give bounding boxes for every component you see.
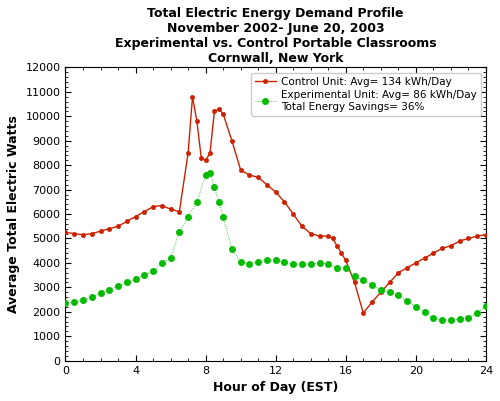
Control Unit: Avg= 134 kWh/Day: (3, 5.5e+03): Avg= 134 kWh/Day: (3, 5.5e+03) <box>115 224 121 229</box>
Line: Control Unit: Avg= 134 kWh/Day: Control Unit: Avg= 134 kWh/Day <box>64 95 488 315</box>
Control Unit: Avg= 134 kWh/Day: (5, 6.3e+03): Avg= 134 kWh/Day: (5, 6.3e+03) <box>150 205 156 209</box>
Control Unit: Avg= 134 kWh/Day: (17, 1.95e+03): Avg= 134 kWh/Day: (17, 1.95e+03) <box>360 311 366 316</box>
Experimental Unit: Avg= 86 kWh/Day
Total Energy Savings= 36%: (23.5, 1.95e+03): Avg= 86 kWh/Day Total Energy Savings= 36… <box>474 311 480 316</box>
Control Unit: Avg= 134 kWh/Day: (24, 5.15e+03): Avg= 134 kWh/Day: (24, 5.15e+03) <box>483 233 489 237</box>
Experimental Unit: Avg= 86 kWh/Day
Total Energy Savings= 36%: (8, 7.6e+03): Avg= 86 kWh/Day Total Energy Savings= 36… <box>202 172 208 177</box>
Experimental Unit: Avg= 86 kWh/Day
Total Energy Savings= 36%: (17.5, 3.1e+03): Avg= 86 kWh/Day Total Energy Savings= 36… <box>369 283 375 288</box>
Experimental Unit: Avg= 86 kWh/Day
Total Energy Savings= 36%: (24, 2.25e+03): Avg= 86 kWh/Day Total Energy Savings= 36… <box>483 303 489 308</box>
Control Unit: Avg= 134 kWh/Day: (7.25, 1.08e+04): Avg= 134 kWh/Day: (7.25, 1.08e+04) <box>190 94 196 99</box>
Experimental Unit: Avg= 86 kWh/Day
Total Energy Savings= 36%: (7.5, 6.5e+03): Avg= 86 kWh/Day Total Energy Savings= 36… <box>194 199 200 204</box>
Y-axis label: Average Total Electric Watts: Average Total Electric Watts <box>7 115 20 313</box>
Title: Total Electric Energy Demand Profile
November 2002- June 20, 2003
Experimental v: Total Electric Energy Demand Profile Nov… <box>115 7 436 65</box>
Control Unit: Avg= 134 kWh/Day: (0, 5.25e+03): Avg= 134 kWh/Day: (0, 5.25e+03) <box>62 230 68 235</box>
Control Unit: Avg= 134 kWh/Day: (23.5, 5.1e+03): Avg= 134 kWh/Day: (23.5, 5.1e+03) <box>474 234 480 239</box>
Control Unit: Avg= 134 kWh/Day: (6.5, 6.1e+03): Avg= 134 kWh/Day: (6.5, 6.1e+03) <box>176 209 182 214</box>
Experimental Unit: Avg= 86 kWh/Day
Total Energy Savings= 36%: (0, 2.35e+03): Avg= 86 kWh/Day Total Energy Savings= 36… <box>62 301 68 306</box>
Control Unit: Avg= 134 kWh/Day: (22, 4.7e+03): Avg= 134 kWh/Day: (22, 4.7e+03) <box>448 243 454 248</box>
Experimental Unit: Avg= 86 kWh/Day
Total Energy Savings= 36%: (21.5, 1.65e+03): Avg= 86 kWh/Day Total Energy Savings= 36… <box>439 318 445 323</box>
Experimental Unit: Avg= 86 kWh/Day
Total Energy Savings= 36%: (5.5, 4e+03): Avg= 86 kWh/Day Total Energy Savings= 36… <box>159 261 165 265</box>
Line: Experimental Unit: Avg= 86 kWh/Day
Total Energy Savings= 36%: Experimental Unit: Avg= 86 kWh/Day Total… <box>62 169 489 324</box>
Control Unit: Avg= 134 kWh/Day: (8.75, 1.03e+04): Avg= 134 kWh/Day: (8.75, 1.03e+04) <box>216 107 222 111</box>
Experimental Unit: Avg= 86 kWh/Day
Total Energy Savings= 36%: (8.25, 7.7e+03): Avg= 86 kWh/Day Total Energy Savings= 36… <box>207 170 213 175</box>
Experimental Unit: Avg= 86 kWh/Day
Total Energy Savings= 36%: (16, 3.8e+03): Avg= 86 kWh/Day Total Energy Savings= 36… <box>343 265 349 270</box>
X-axis label: Hour of Day (EST): Hour of Day (EST) <box>213 381 338 394</box>
Legend: Control Unit: Avg= 134 kWh/Day, Experimental Unit: Avg= 86 kWh/Day
Total Energy : Control Unit: Avg= 134 kWh/Day, Experime… <box>250 73 480 116</box>
